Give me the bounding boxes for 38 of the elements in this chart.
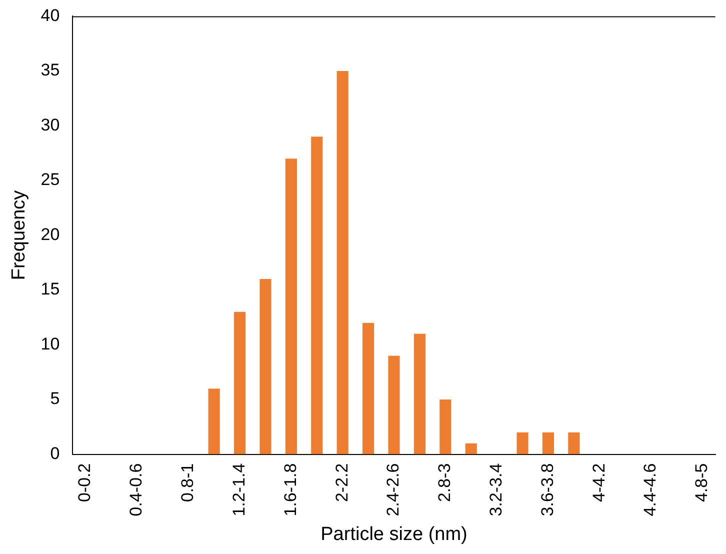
y-tick-label: 40 [40, 6, 60, 25]
x-tick-label: 1.6-1.8 [280, 463, 300, 516]
bar [568, 432, 580, 454]
bar [414, 334, 426, 454]
bar [234, 312, 246, 454]
bar [542, 432, 554, 454]
x-tick-label: 3.2-3.4 [486, 463, 506, 516]
x-tick-label: 4.8-5 [692, 463, 712, 502]
x-tick-label: 3.6-3.8 [538, 463, 557, 516]
y-tick-label: 5 [50, 389, 60, 408]
y-axis-title: Frequency [8, 190, 30, 280]
x-tick-label: 4-4.2 [589, 463, 608, 502]
y-tick-label: 10 [40, 334, 60, 354]
y-tick-label: 20 [40, 224, 60, 244]
bar [208, 388, 220, 454]
bar [260, 279, 272, 454]
bar [440, 400, 452, 454]
bar [311, 136, 323, 454]
x-tick-label: 0-0.2 [75, 463, 94, 502]
bar [388, 356, 400, 454]
x-tick-label: 0.8-1 [178, 463, 198, 502]
bar [362, 322, 374, 454]
x-tick-label: 2.4-2.6 [384, 463, 403, 516]
y-tick-label: 15 [40, 280, 60, 299]
bar [516, 432, 528, 454]
bar [285, 158, 297, 454]
bar [465, 443, 477, 454]
y-tick-label: 0 [50, 444, 60, 463]
x-axis-title: Particle size (nm) [320, 524, 468, 545]
y-tick-label: 35 [40, 60, 60, 80]
y-tick-label: 25 [40, 170, 60, 190]
x-tick-label: 1.2-1.4 [229, 463, 248, 516]
y-tick-label: 30 [40, 115, 60, 134]
x-tick-label: 2-2.2 [332, 463, 352, 502]
x-tick-label: 4.4-4.6 [640, 463, 660, 516]
x-tick-label: 0.4-0.6 [126, 463, 146, 516]
x-tick-label: 2.8-3 [435, 463, 454, 502]
bar [336, 70, 348, 454]
